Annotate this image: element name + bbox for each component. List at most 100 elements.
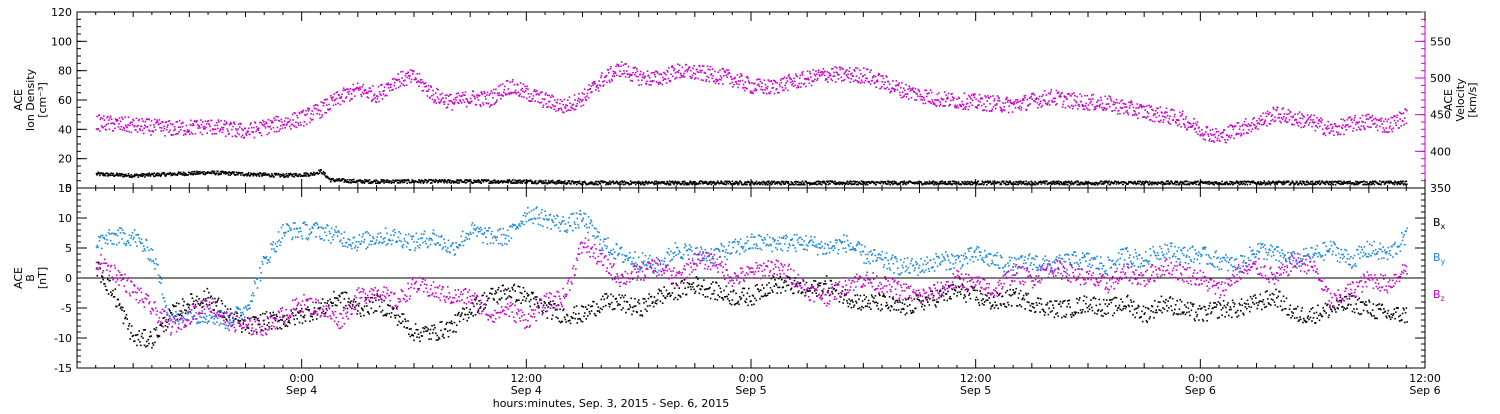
velocity-point: [1238, 122, 1240, 124]
density-point: [1394, 184, 1396, 186]
velocity-point: [551, 95, 553, 97]
density-point: [260, 173, 262, 175]
density-point: [1363, 180, 1365, 182]
velocity-point: [791, 78, 793, 80]
velocity-point: [1039, 103, 1041, 105]
velocity-point: [823, 68, 825, 70]
velocity-point: [1257, 128, 1259, 130]
velocity-point: [1145, 117, 1147, 119]
velocity-point: [444, 101, 446, 103]
density-point: [392, 179, 394, 181]
density-point: [556, 183, 558, 185]
velocity-point: [169, 130, 171, 132]
velocity-point: [883, 78, 885, 80]
velocity-point: [491, 90, 493, 92]
velocity-point: [331, 98, 333, 100]
velocity-point: [758, 84, 760, 86]
density-point: [1401, 183, 1403, 185]
velocity-point: [582, 92, 584, 94]
velocity-point: [792, 80, 794, 82]
velocity-point: [881, 86, 883, 88]
velocity-point: [989, 103, 991, 105]
density-point: [1028, 181, 1030, 183]
velocity-point: [1297, 113, 1299, 115]
velocity-point: [149, 130, 151, 132]
velocity-point: [527, 88, 529, 90]
density-point: [1406, 183, 1408, 185]
density-point: [1305, 184, 1307, 186]
density-point: [319, 172, 321, 174]
velocity-point: [422, 81, 424, 83]
velocity-point: [521, 96, 523, 98]
density-point: [228, 174, 230, 176]
density-point: [1335, 184, 1337, 186]
velocity-point: [104, 119, 106, 121]
density-point: [1230, 184, 1232, 186]
velocity-point: [269, 126, 271, 128]
velocity-point: [1160, 106, 1162, 108]
velocity-point: [241, 136, 243, 138]
velocity-point: [779, 86, 781, 88]
velocity-point: [1124, 106, 1126, 108]
density-point: [320, 169, 322, 171]
density-point: [902, 184, 904, 186]
velocity-point: [479, 104, 481, 106]
velocity-point: [471, 100, 473, 102]
velocity-point: [374, 97, 376, 99]
velocity-point: [238, 134, 240, 136]
velocity-point: [608, 72, 610, 74]
density-point: [1167, 180, 1169, 182]
velocity-point: [852, 75, 854, 77]
density-point: [899, 183, 901, 185]
velocity-point: [871, 80, 873, 82]
velocity-point: [523, 84, 525, 86]
velocity-point: [639, 74, 641, 76]
density-point: [363, 181, 365, 183]
velocity-point: [660, 82, 662, 84]
density-point: [709, 183, 711, 185]
velocity-point: [983, 103, 985, 105]
velocity-point: [1116, 99, 1118, 101]
velocity-point: [1261, 124, 1263, 126]
velocity-point: [787, 90, 789, 92]
density-point: [1244, 184, 1246, 186]
velocity-point: [542, 106, 544, 108]
velocity-point: [654, 74, 656, 76]
velocity-point: [620, 65, 622, 67]
velocity-point: [1079, 93, 1081, 95]
velocity-point: [1301, 113, 1303, 115]
velocity-point: [232, 126, 234, 128]
velocity-point: [642, 76, 644, 78]
velocity-point: [210, 130, 212, 132]
velocity-point: [1238, 133, 1240, 135]
velocity-point: [948, 93, 950, 95]
velocity-point: [225, 121, 227, 123]
velocity-point: [418, 85, 420, 87]
velocity-point: [1198, 127, 1200, 129]
velocity-point: [264, 125, 266, 127]
velocity-point: [360, 94, 362, 96]
velocity-point: [111, 122, 113, 124]
velocity-point: [142, 120, 144, 122]
density-point: [1003, 180, 1005, 182]
velocity-point: [300, 124, 302, 126]
density-point: [144, 176, 146, 178]
velocity-point: [1159, 121, 1161, 123]
velocity-point: [967, 109, 969, 111]
velocity-point: [1179, 124, 1181, 126]
velocity-point: [260, 122, 262, 124]
velocity-point: [981, 105, 983, 107]
velocity-point: [260, 132, 262, 134]
velocity-point: [462, 92, 464, 94]
velocity-point: [544, 98, 546, 100]
velocity-point: [523, 96, 525, 98]
density-point: [237, 174, 239, 176]
velocity-point: [533, 90, 535, 92]
velocity-point: [1076, 96, 1078, 98]
velocity-point: [216, 122, 218, 124]
velocity-point: [1129, 105, 1131, 107]
velocity-point: [365, 89, 367, 91]
velocity-point: [327, 99, 329, 101]
density-point: [820, 181, 822, 183]
velocity-point: [342, 100, 344, 102]
